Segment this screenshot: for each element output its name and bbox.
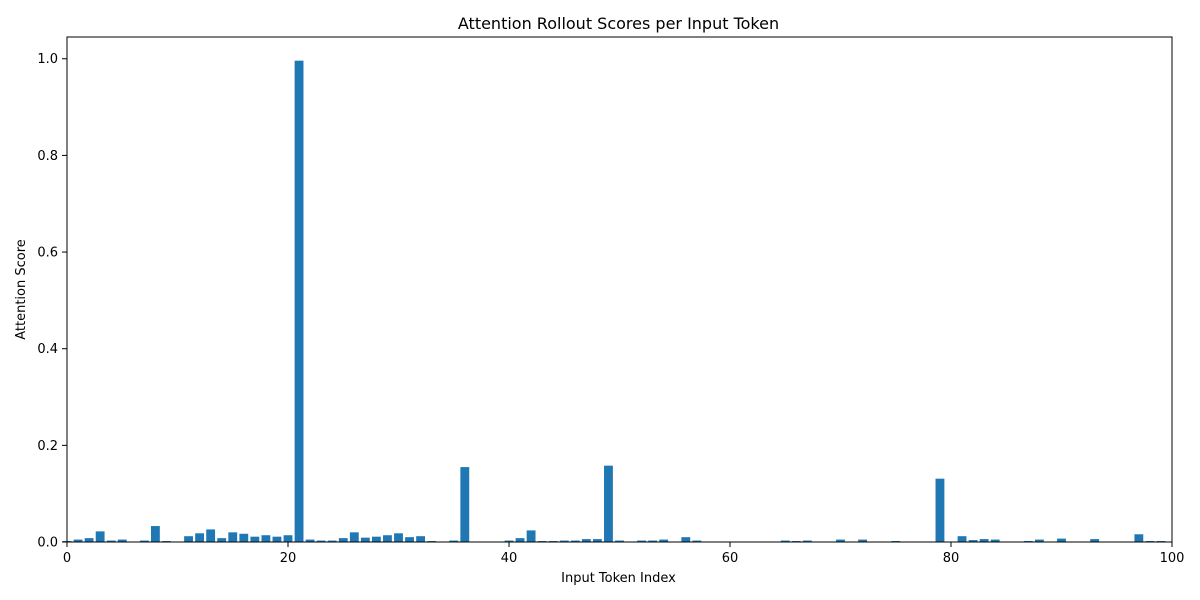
bar-token-42 (526, 530, 536, 542)
bar-token-13 (206, 529, 216, 542)
bar-token-21 (294, 60, 304, 543)
bar-token-8 (150, 526, 160, 542)
bar-token-41 (515, 538, 525, 542)
bar-token-29 (383, 535, 392, 542)
bar-token-28 (371, 536, 381, 542)
bar-token-52 (637, 540, 647, 542)
x-tick-label: 80 (943, 551, 960, 566)
bar-token-1 (73, 539, 83, 542)
bar-token-67 (802, 540, 812, 542)
y-axis-label: Attention Score (14, 239, 29, 340)
bar-token-30 (394, 533, 403, 542)
bar-token-24 (327, 540, 337, 542)
bar-token-49 (604, 465, 613, 542)
bar-token-12 (195, 533, 205, 542)
bar-token-79 (935, 478, 945, 542)
bar-token-84 (990, 539, 1000, 542)
x-tick-label: 20 (280, 551, 297, 566)
bar-token-11 (184, 536, 193, 542)
bar-token-70 (836, 539, 845, 542)
y-tick-label: 0.0 (37, 536, 58, 551)
bar-token-35 (449, 540, 459, 542)
y-tick-label: 1.0 (37, 52, 58, 67)
bar-token-93 (1090, 539, 1100, 542)
bar-token-3 (95, 531, 105, 542)
chart-title: Attention Rollout Scores per Input Token (458, 14, 779, 33)
y-tick-label: 0.2 (37, 439, 58, 454)
bar-token-45 (559, 540, 569, 542)
bar-token-81 (957, 536, 967, 542)
x-axis-label: Input Token Index (561, 571, 676, 586)
bar-token-2 (84, 538, 94, 542)
y-tick-label: 0.4 (37, 342, 58, 357)
bar-token-26 (349, 532, 359, 542)
bar-token-22 (305, 539, 315, 542)
bar-token-4 (106, 540, 116, 542)
bar-token-14 (217, 538, 227, 542)
bar-token-56 (681, 537, 691, 542)
bar-token-19 (272, 536, 282, 542)
bar-token-18 (261, 535, 271, 542)
bar-token-54 (659, 539, 669, 542)
bar-token-7 (139, 540, 149, 542)
bar-token-46 (570, 540, 580, 542)
bar-token-47 (581, 539, 591, 542)
bar-token-16 (239, 533, 249, 542)
bar-token-72 (858, 539, 868, 542)
bar-token-27 (360, 537, 370, 542)
bar-token-90 (1057, 538, 1066, 542)
y-tick-label: 0.6 (37, 246, 58, 261)
bar-token-15 (228, 532, 238, 542)
x-tick-label: 60 (722, 551, 739, 566)
bar-token-20 (283, 535, 293, 542)
x-axis: 0 20 40 60 80 100 (63, 542, 1185, 566)
bar-token-50 (615, 540, 624, 542)
bar-token-40 (504, 540, 514, 542)
bar-token-97 (1134, 534, 1144, 542)
x-tick-label: 0 (63, 551, 71, 566)
y-tick-label: 0.8 (37, 149, 58, 164)
bar-token-88 (1034, 539, 1044, 542)
bar-token-5 (117, 539, 127, 542)
bar-token-83 (979, 539, 989, 542)
bar-token-48 (592, 539, 602, 542)
bar-token-82 (968, 540, 978, 542)
y-axis: 0.0 0.2 0.4 0.6 0.8 1.0 (37, 52, 67, 551)
bar-token-65 (780, 540, 790, 542)
bar-token-32 (416, 536, 426, 542)
bar-token-25 (338, 538, 348, 542)
x-tick-label: 100 (1160, 551, 1185, 566)
bar-token-53 (648, 540, 658, 542)
bar-token-17 (250, 536, 260, 542)
bar-token-57 (692, 540, 702, 542)
x-tick-label: 40 (501, 551, 518, 566)
plot-frame (66, 36, 1173, 543)
bar-token-23 (316, 540, 326, 542)
bar-token-36 (460, 467, 470, 542)
bar-token-31 (405, 537, 414, 542)
